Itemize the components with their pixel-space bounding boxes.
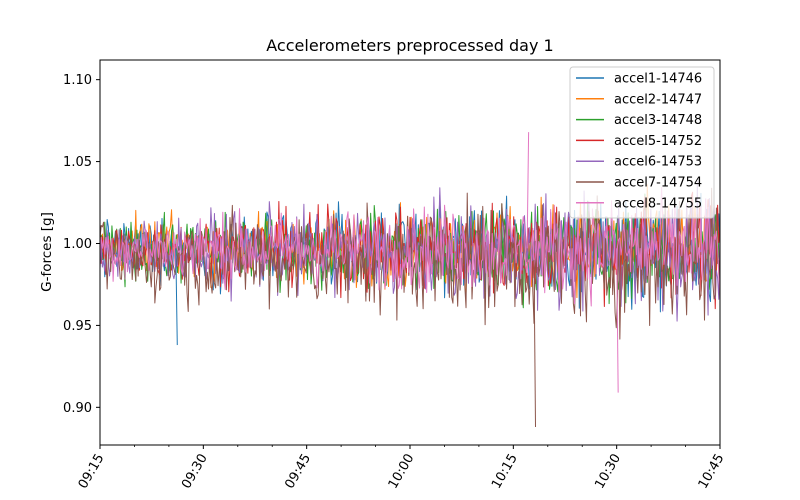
legend-box <box>569 66 715 219</box>
chart-title: Accelerometers preprocessed day 1 <box>266 36 553 55</box>
legend-label: accel2-14747 <box>614 92 702 107</box>
y-tick-label: 0.90 <box>63 401 92 416</box>
legend-label: accel5-14752 <box>614 134 702 149</box>
spike-accel7-14754 <box>533 259 536 427</box>
legend: accel1-14746 accel2-14747 accel3-14748 acce… <box>569 66 715 219</box>
legend-label: accel3-14748 <box>614 113 702 128</box>
spike-accel8-14755 <box>616 248 619 393</box>
spike-accel8-14755 <box>526 132 530 249</box>
legend-label: accel7-14754 <box>614 176 702 191</box>
y-tick-label: 1.00 <box>63 237 92 252</box>
y-tick-label: 1.10 <box>63 73 92 88</box>
y-axis-label: G-forces [g] <box>39 212 55 292</box>
legend-label: accel6-14753 <box>614 155 702 170</box>
y-tick-label: 1.05 <box>63 155 92 170</box>
y-tick-label: 0.95 <box>63 319 92 334</box>
spike-accel1-14746 <box>175 248 178 346</box>
y-axis: 0.90 0.95 1.00 1.05 1.10 <box>63 73 100 416</box>
legend-label: accel8-14755 <box>614 196 702 211</box>
series-layer <box>100 132 720 427</box>
legend-label: accel1-14746 <box>614 72 702 87</box>
legend-entries: accel1-14746 accel2-14747 accel3-14748 acce… <box>576 72 702 211</box>
